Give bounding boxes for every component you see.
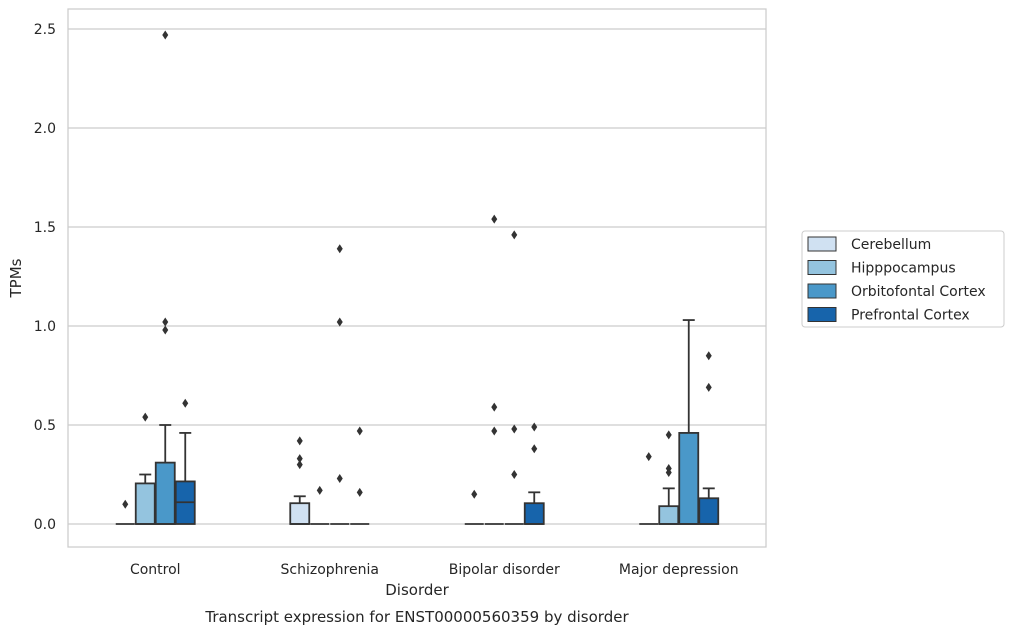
legend-label: Orbitofontal Cortex [851,284,986,300]
category-group [639,319,720,525]
y-tick-label: 2.0 [34,121,56,137]
outlier-point [356,487,363,497]
plot-area-frame [67,8,767,548]
outlier-point [356,426,363,436]
outlier-point [162,325,169,335]
outlier-point [665,468,672,478]
outlier-point [162,30,169,40]
box-body [678,432,700,525]
x-tick-label: Schizophrenia [281,562,379,578]
box [350,426,370,525]
outlier-point [665,430,672,440]
outlier-point [316,485,323,495]
box [698,351,720,525]
legend-frame [801,230,1005,328]
box-groups [115,30,720,525]
y-tick-label: 2.5 [34,22,56,38]
box [174,398,196,525]
box [678,319,700,525]
legend-swatch [807,307,837,322]
x-axis-label: Disorder [385,581,449,599]
box-body [289,502,311,525]
outlier-point [471,489,478,499]
box [658,430,680,525]
x-tick-label: Bipolar disorder [449,562,560,578]
box [330,244,350,525]
category-group [464,214,545,525]
box [289,436,311,525]
outlier-point [336,317,343,327]
x-tick-label: Control [130,562,181,578]
legend-label: Cerebellum [851,237,931,253]
box [134,412,156,525]
box-body [658,505,680,525]
legend-swatch [807,283,837,299]
outlier-point [142,412,149,422]
outlier-point [705,351,712,361]
outlier-point [336,473,343,483]
box-body [698,497,720,525]
box [154,30,176,525]
outlier-point [531,444,538,454]
outlier-point [491,402,498,412]
y-tick-label: 1.5 [34,220,56,236]
outlier-point [705,382,712,392]
box [310,485,330,525]
x-tick-label: Major depression [619,562,739,578]
box [484,214,504,525]
outlier-point [336,244,343,254]
y-tick-label: 1.0 [34,319,56,335]
y-tick-labels: 0.0 0.5 1.0 1.5 2.0 2.5 [34,22,56,533]
chart-caption: Transcript expression for ENST0000056035… [204,608,629,626]
outlier-point [296,436,303,446]
legend: Cerebellum Hipppocampus Orbitofontal Corte… [801,230,1005,328]
box [523,422,545,525]
y-axis-label: TPMs [7,258,25,298]
outlier-point [511,424,518,434]
outlier-point [491,426,498,436]
legend-swatch [807,260,837,275]
box-body [523,502,545,525]
box [464,489,484,525]
outlier-point [296,460,303,470]
box [504,230,524,525]
category-group [115,30,196,525]
legend-label: Hipppocampus [851,261,956,277]
outlier-point [531,422,538,432]
box-body [154,461,176,525]
outlier-point [511,230,518,240]
y-tick-label: 0.0 [34,517,56,533]
box-body [134,482,156,525]
outlier-point [182,398,189,408]
legend-swatch [807,236,837,252]
outlier-point [122,499,129,509]
y-tick-label: 0.5 [34,418,56,434]
box [115,499,135,525]
outlier-point [511,470,518,479]
legend-label: Prefrontal Cortex [851,308,970,324]
x-tick-labels: Control Schizophrenia Bipolar disorder Majo… [130,562,739,578]
outlier-point [162,317,169,327]
outlier-point [645,452,652,462]
category-group [289,244,370,525]
outlier-point [296,454,303,464]
outlier-point [491,214,498,224]
box [639,452,659,525]
